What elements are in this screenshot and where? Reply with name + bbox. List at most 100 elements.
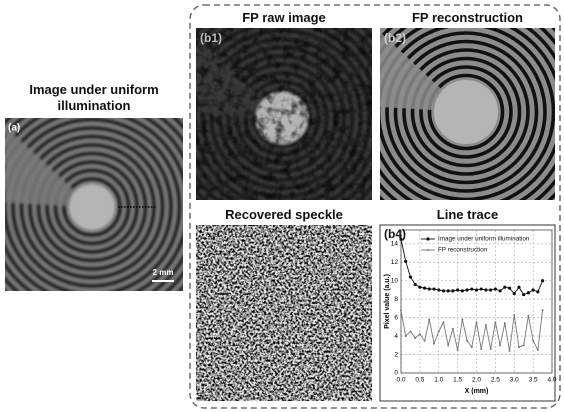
point [536, 290, 539, 293]
point [399, 238, 402, 241]
y-tick-label: 4 [394, 333, 398, 340]
point [532, 288, 535, 291]
point [409, 275, 412, 278]
point [461, 318, 463, 320]
point [498, 289, 501, 292]
panel-title: Image under uniform illumination [0, 82, 188, 114]
point [513, 314, 515, 316]
panel-title: Line trace [380, 207, 555, 222]
point [494, 321, 496, 323]
point [489, 288, 492, 291]
y-tick-label: 6 [394, 314, 398, 321]
point [518, 346, 520, 348]
point [480, 348, 482, 350]
point [418, 286, 421, 289]
panel-label: (b2) [384, 31, 406, 45]
center-disk [434, 80, 498, 144]
panel-title: FP reconstruction [380, 10, 555, 25]
x-tick-label: 0.5 [415, 377, 424, 384]
point [522, 293, 525, 296]
point [476, 321, 478, 323]
figure: 2 mm (a) (b1) (b2) (b4) 0 2 4 6 8 10 12 14 0.0 0.… [0, 0, 564, 412]
point [457, 349, 459, 351]
point [423, 287, 426, 290]
point [447, 289, 450, 292]
legend-label: FP reconstruction [438, 247, 488, 254]
point [451, 289, 454, 292]
point [461, 289, 464, 292]
y-axis-label: Pixel value (a.u.) [384, 274, 391, 329]
panel-title: FP raw image [196, 10, 372, 25]
point [509, 350, 511, 352]
point [466, 340, 468, 342]
point [432, 287, 435, 290]
x-tick-label: 2.5 [491, 377, 500, 384]
point [542, 309, 544, 311]
point [409, 330, 411, 332]
point [428, 287, 431, 290]
legend-label: Image under uniform illumination [438, 236, 530, 243]
point [442, 321, 444, 323]
panel-label: (b1) [200, 31, 222, 45]
point [456, 288, 459, 291]
point [470, 287, 473, 290]
y-tick-label: 10 [391, 277, 399, 284]
panel-label: (a) [8, 123, 20, 134]
point [400, 309, 402, 311]
point [419, 333, 421, 335]
point [452, 328, 454, 330]
point [523, 344, 525, 346]
point [517, 286, 520, 289]
point [433, 342, 435, 344]
point [438, 330, 440, 332]
y-tick-label: 12 [391, 259, 399, 266]
point [414, 337, 416, 339]
center-disk [69, 184, 115, 230]
point [447, 344, 449, 346]
x-tick-label: 1.0 [434, 377, 443, 384]
legend-marker [426, 237, 429, 240]
point [414, 283, 417, 286]
x-tick-label: 1.5 [453, 377, 462, 384]
x-tick-label: 3.5 [529, 377, 538, 384]
point [405, 335, 407, 337]
y-tick-label: 14 [391, 241, 399, 248]
x-axis-label: X (mm) [465, 388, 489, 395]
point [442, 289, 445, 292]
noise [196, 28, 372, 200]
point [508, 287, 511, 290]
point [465, 288, 468, 291]
scale-text: 2 mm [153, 268, 174, 277]
y-tick-label: 2 [394, 351, 398, 358]
point [503, 286, 506, 289]
figure-canvas: 2 mm (a) (b1) (b2) (b4) 0 2 4 6 8 10 12 14 0.0 0.… [0, 0, 564, 412]
point [541, 279, 544, 282]
y-tick-label: 0 [394, 370, 398, 377]
point [513, 292, 516, 295]
point [475, 288, 478, 291]
legend-marker [427, 249, 429, 251]
point [484, 288, 487, 291]
point [504, 322, 506, 324]
point [404, 260, 407, 263]
x-tick-label: 3.0 [510, 377, 519, 384]
point [471, 346, 473, 348]
point [437, 288, 440, 291]
panel-title: Recovered speckle [196, 207, 372, 222]
point [499, 344, 501, 346]
point [494, 287, 497, 290]
x-tick-label: 4.0 [547, 377, 556, 384]
point [424, 340, 426, 342]
point [485, 324, 487, 326]
point [428, 318, 430, 320]
point [527, 315, 529, 317]
point [490, 348, 492, 350]
point [480, 287, 483, 290]
x-tick-label: 2.0 [472, 377, 481, 384]
x-tick-label: 0.0 [396, 377, 405, 384]
point [527, 291, 530, 294]
image-b3 [196, 225, 372, 401]
point [532, 340, 534, 342]
y-tick-label: 8 [394, 296, 398, 303]
panel-label: (b4) [384, 227, 406, 241]
